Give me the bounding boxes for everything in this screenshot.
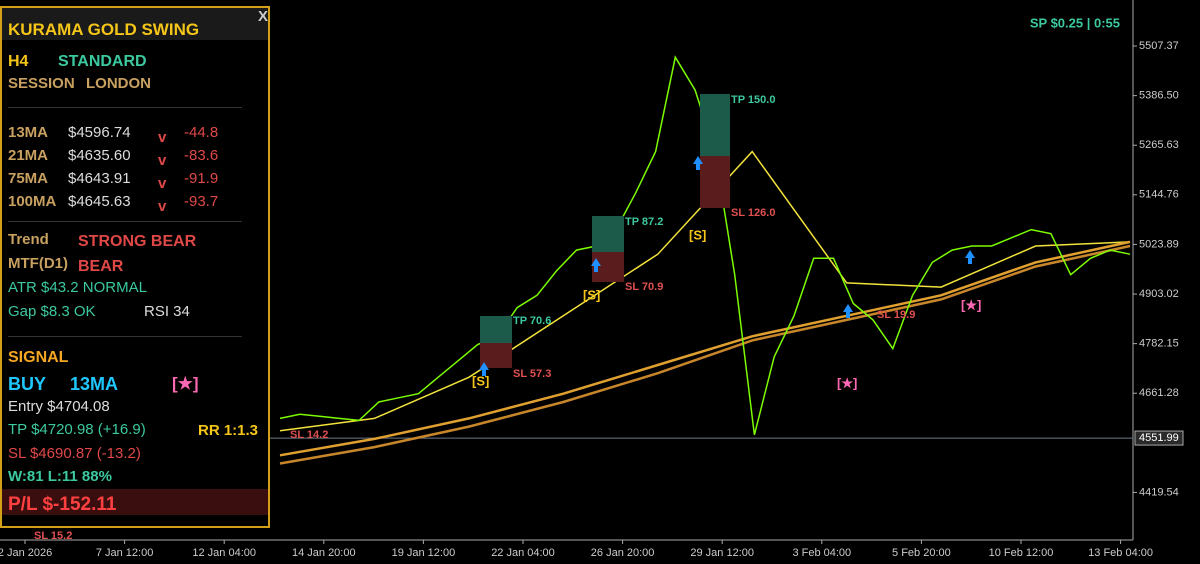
tp-label: TP 87.2 <box>625 216 663 228</box>
x-tick-label: 3 Feb 04:00 <box>792 547 851 559</box>
session: LONDON <box>86 75 151 92</box>
signal-marker: [S] <box>583 287 600 302</box>
tp-label: TP 150.0 <box>731 94 775 106</box>
mtf: BEAR <box>78 258 124 275</box>
sl-box <box>480 343 512 368</box>
current-price-box <box>1134 430 1184 446</box>
mtf-label: MTF(D1) <box>8 255 68 272</box>
y-tick-label: 4661.28 <box>1139 387 1179 399</box>
ma-price: $4645.63 <box>68 193 131 210</box>
mode: STANDARD <box>58 53 147 70</box>
star-marker: [★] <box>961 297 981 312</box>
sl-label: SL 14.2 <box>290 429 328 441</box>
x-tick-label: 14 Jan 20:00 <box>292 547 356 559</box>
star-marker: [★] <box>837 375 857 390</box>
x-tick-label: 2 Jan 2026 <box>0 547 52 559</box>
stats: W:81 L:11 88% <box>8 468 112 485</box>
ma-price: $4643.91 <box>68 170 131 187</box>
signal-star: [★] <box>172 374 199 393</box>
signal-marker: [S] <box>472 373 489 388</box>
profit-loss: P/L $-152.11 <box>8 494 117 515</box>
ma-change: -93.7 <box>184 193 219 210</box>
moving-average <box>279 244 1131 465</box>
tp-label: TP 70.6 <box>513 315 551 327</box>
info-panel: KURAMA GOLD SWING X H4 STANDARD SESSION … <box>0 6 270 528</box>
spread-info: SP $0.25 | 0:55 <box>1030 15 1120 30</box>
ma-direction: v <box>158 129 167 146</box>
ma-name: 21MA <box>8 147 49 164</box>
x-tick-label: 10 Feb 12:00 <box>989 547 1054 559</box>
sl-label: SL 126.0 <box>731 207 775 219</box>
x-tick-label: 19 Jan 12:00 <box>392 547 456 559</box>
ma-change: -83.6 <box>184 147 219 164</box>
signal-ma: 13MA <box>70 374 119 394</box>
x-tick-label: 26 Jan 20:00 <box>591 547 655 559</box>
sl-label: SL 70.9 <box>625 281 663 293</box>
y-tick-label: 4903.02 <box>1139 288 1179 300</box>
take-profit: TP $4720.98 (+16.9) <box>8 421 146 438</box>
rsi: RSI 34 <box>144 303 190 320</box>
panel-title: KURAMA GOLD SWING <box>8 20 200 39</box>
y-tick-label: 5386.50 <box>1139 90 1179 102</box>
ma-change: -91.9 <box>184 170 219 187</box>
ma-direction: v <box>158 152 167 169</box>
ma-direction: v <box>158 175 167 192</box>
session-label: SESSION <box>8 75 75 92</box>
x-tick-label: 5 Feb 20:00 <box>892 547 951 559</box>
x-tick-label: 22 Jan 04:00 <box>491 547 555 559</box>
signal-marker: [S] <box>689 227 706 242</box>
signal-label: SIGNAL <box>8 349 69 366</box>
y-tick-label: 5144.76 <box>1139 189 1179 201</box>
y-tick-label: 4419.54 <box>1139 486 1179 498</box>
sl-label: SL 15.2 <box>34 530 72 542</box>
ma-change: -44.8 <box>184 124 219 141</box>
gap: Gap $8.3 OK <box>8 303 96 320</box>
ma-name: 75MA <box>8 170 49 187</box>
moving-average <box>279 240 1131 457</box>
x-tick-label: 13 Feb 04:00 <box>1088 547 1153 559</box>
sl-label: SL 19.9 <box>877 309 915 321</box>
ma-price: $4635.60 <box>68 147 131 164</box>
y-tick-label: 5023.89 <box>1139 238 1179 250</box>
tp-box <box>480 316 512 343</box>
current-price-label: 4551.99 <box>1139 432 1179 444</box>
risk-reward: RR 1:1.3 <box>198 422 259 439</box>
tp-box <box>592 216 624 252</box>
timeframe: H4 <box>8 53 29 70</box>
y-tick-label: 4782.15 <box>1139 338 1179 350</box>
y-tick-label: 5265.63 <box>1139 139 1179 151</box>
stop-loss: SL $4690.87 (-13.2) <box>8 445 141 462</box>
signal: BUY <box>8 374 47 394</box>
ma-name: 13MA <box>8 124 49 141</box>
tp-box <box>700 94 730 156</box>
ma-price: $4596.74 <box>68 124 131 141</box>
trade-boxes <box>479 94 975 376</box>
x-tick-label: 12 Jan 04:00 <box>192 547 256 559</box>
sl-box <box>700 156 730 208</box>
trend: STRONG BEAR <box>78 233 197 250</box>
x-tick-label: 29 Jan 12:00 <box>690 547 754 559</box>
price-area: 5507.37 5386.50 5265.63 5144.76 5023.89 4903.… <box>0 0 1184 559</box>
ma-name: 100MA <box>8 193 57 210</box>
atr: ATR $43.2 NORMAL <box>8 279 147 296</box>
trend-label: Trend <box>8 231 49 248</box>
sl-label: SL 57.3 <box>513 368 551 380</box>
x-tick-label: 7 Jan 12:00 <box>96 547 154 559</box>
close-button[interactable]: X <box>258 8 269 25</box>
entry: Entry $4704.08 <box>8 398 110 415</box>
ma-direction: v <box>158 198 167 215</box>
y-tick-label: 5507.37 <box>1139 40 1179 52</box>
